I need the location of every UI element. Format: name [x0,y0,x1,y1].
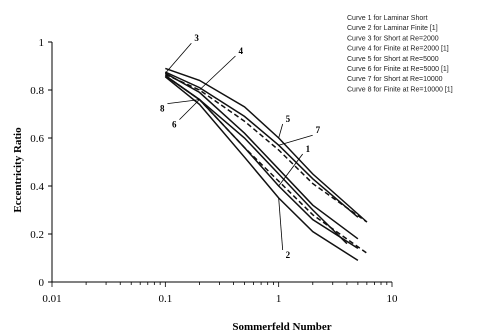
series-line-curve-8 [164,74,368,254]
curve-label-1: 1 [306,144,311,154]
x-axis-title: Sommerfeld Number [232,321,331,333]
curve-label-4: 4 [238,46,243,56]
curve-label-7: 7 [316,125,321,135]
x-tick-label: 0.01 [42,293,61,305]
x-tick-label: 10 [387,293,399,305]
curve-label-3: 3 [194,33,199,43]
y-tick-label: 1 [39,37,45,49]
curve-label-leader [278,197,284,251]
series-line-curve-5 [165,67,368,223]
x-tick-label: 0.1 [158,293,172,305]
legend-entry: Curve 2 for Laminar Finite [1] [347,25,438,32]
legend-entry: Curve 8 for Finite at Re=10000 [1] [347,86,453,93]
y-axis-title: Eccentricity Ratio [12,127,24,213]
axes: 0 0.2 0.4 0.6 0.8 1 0.01 0.1 1 10 [30,37,398,305]
curve-label-5: 5 [286,114,291,124]
curve-label-leader [179,99,200,120]
y-tick-label: 0.4 [30,181,44,193]
legend-entry: Curve 6 for Finite at Re=5000 [1] [347,66,449,73]
curve-label-8: 8 [160,104,165,114]
legend-entry: Curve 1 for Laminar Short [347,15,428,22]
series-line-curve-7 [164,71,359,218]
x-tick-label: 1 [276,293,282,305]
curve-label-leader [278,153,303,187]
curve-label-6: 6 [172,120,177,130]
y-tick-label: 0.6 [30,133,44,145]
curve-label-leader [165,42,192,74]
series-line-curve-1 [164,74,359,250]
curve-label-2: 2 [286,250,291,260]
curve-label-leader [278,134,313,146]
y-tick-label: 0.8 [30,85,44,97]
legend-entry: Curve 3 for Short at Re=2000 [347,35,439,42]
curve-labels: 1 2 3 4 5 6 7 8 [160,33,321,260]
curve-label-leader [199,55,236,91]
curve-label-leader [167,99,200,104]
legend: Curve 1 for Laminar Short Curve 2 for Lam… [347,15,453,93]
series-line-curve-4 [164,73,368,223]
y-tick-label: 0.2 [30,229,44,241]
series-line-curve-3 [164,72,359,240]
y-tick-label: 0 [39,277,45,289]
series-group [164,67,368,262]
curve-label-leader [278,123,284,139]
series-line-curve-2 [164,76,359,262]
legend-entry: Curve 7 for Short at Re=10000 [347,76,443,83]
legend-entry: Curve 4 for Finite at Re=2000 [1] [347,46,449,53]
legend-entry: Curve 5 for Short at Re=5000 [347,56,439,63]
